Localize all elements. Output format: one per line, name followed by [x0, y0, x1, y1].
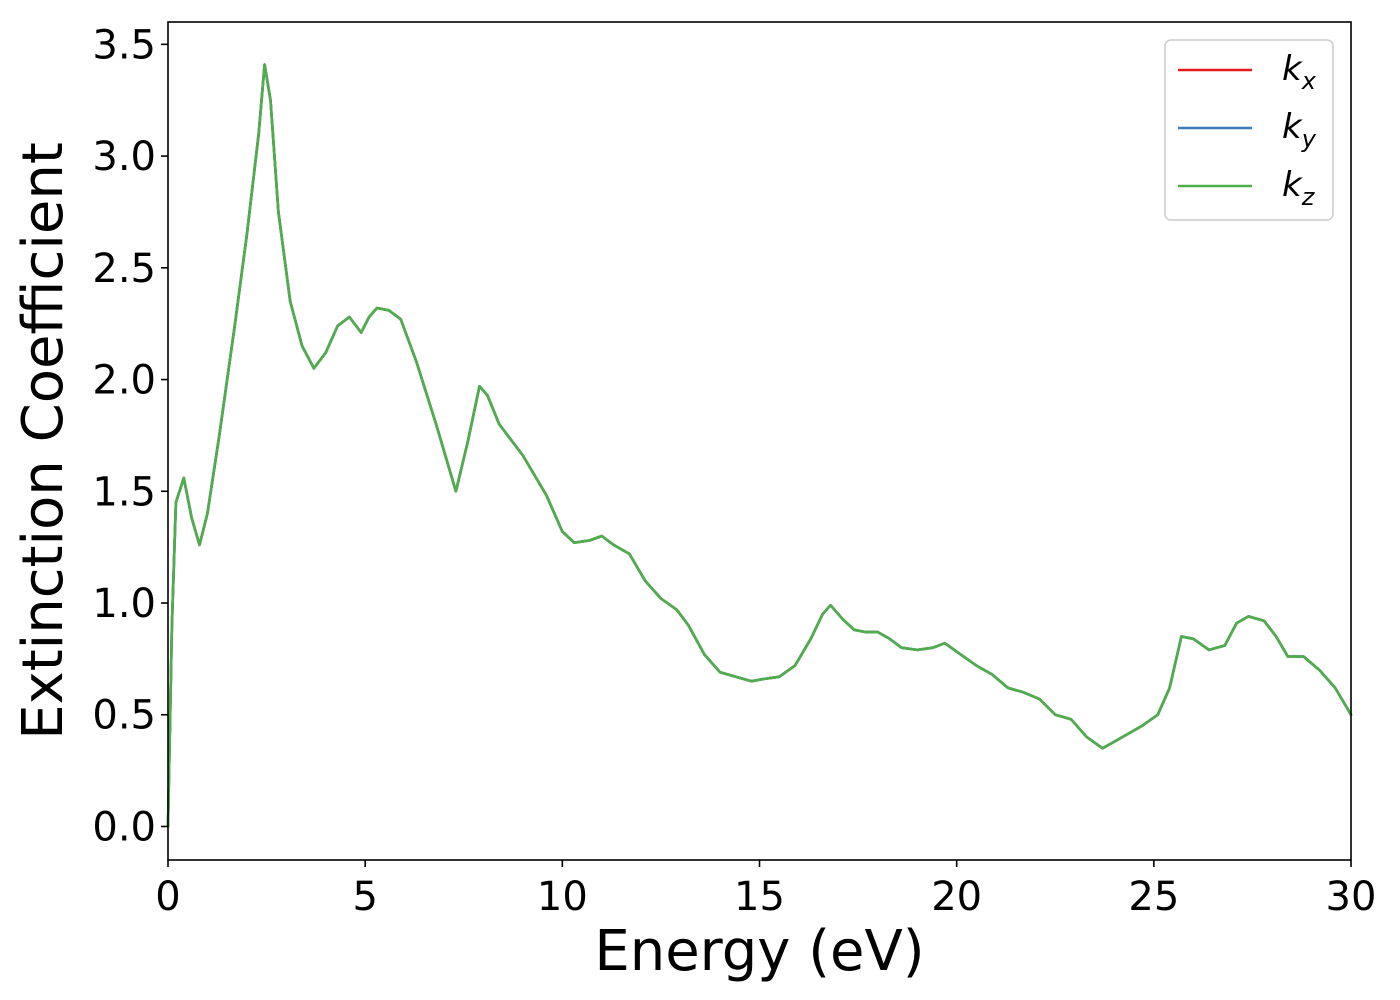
x-tick-label: 15 — [734, 874, 785, 920]
legend-label-sub: y — [1301, 125, 1317, 153]
x-tick-label: 20 — [931, 874, 982, 920]
x-axis: 0 5 10 15 20 25 30 — [155, 860, 1376, 920]
legend-label-kz: kz — [1282, 165, 1316, 211]
y-tick-label: 0.5 — [92, 693, 156, 739]
y-axis: 0.0 0.5 1.0 1.5 2.0 2.5 3.0 3.5 — [92, 22, 168, 850]
legend-label-sub: x — [1301, 67, 1317, 95]
x-tick-label: 25 — [1128, 874, 1179, 920]
legend-box — [1164, 39, 1334, 221]
legend-label-ky: ky — [1282, 107, 1317, 153]
x-tick-label: 5 — [352, 874, 377, 920]
legend-label-main: k — [1282, 165, 1303, 205]
y-tick-label: 1.5 — [92, 469, 156, 515]
plot-area — [168, 22, 1351, 860]
legend-label-main: k — [1282, 49, 1303, 89]
y-tick-label: 1.0 — [92, 581, 156, 627]
legend-label-kx: kx — [1282, 49, 1317, 95]
series-line-kz — [166, 63, 1353, 828]
legend-label-sub: z — [1301, 183, 1316, 211]
x-tick-label: 0 — [155, 874, 180, 920]
y-tick-label: 2.5 — [92, 246, 156, 292]
y-tick-label: 3.5 — [92, 22, 156, 68]
legend-label-main: k — [1282, 107, 1303, 147]
series-layer — [166, 63, 1353, 828]
x-tick-label: 10 — [537, 874, 588, 920]
y-axis-title: Extinction Coefficient — [11, 142, 76, 740]
y-tick-label: 3.0 — [92, 134, 156, 180]
y-tick-label: 2.0 — [92, 358, 156, 404]
x-axis-title: Energy (eV) — [594, 919, 924, 984]
y-tick-label: 0.0 — [92, 804, 156, 850]
x-tick-label: 30 — [1326, 874, 1377, 920]
